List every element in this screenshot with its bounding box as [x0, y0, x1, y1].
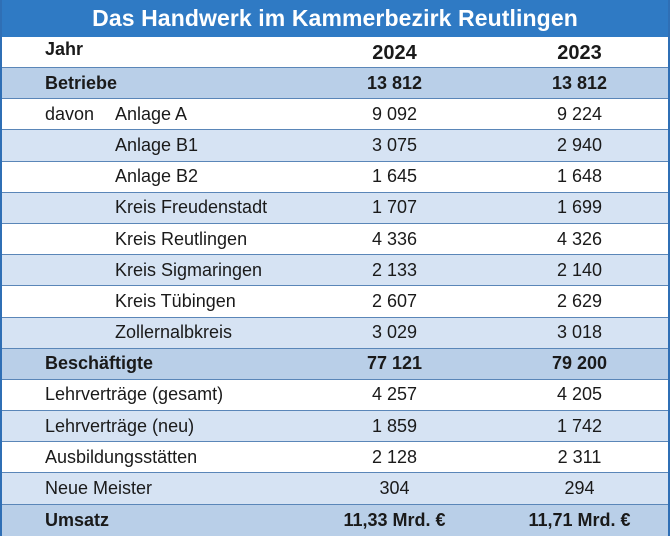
row-label: Kreis Sigmaringen	[115, 259, 263, 280]
table-row-lehrvertraege-neu: Lehrverträge (neu) 1 859 1 742	[2, 411, 668, 443]
value-2023: 294	[564, 478, 595, 499]
row-label: Lehrverträge (gesamt)	[45, 384, 224, 405]
row-label: Kreis Reutlingen	[115, 228, 248, 249]
row-label: Beschäftigte	[45, 353, 154, 374]
value-2023: 3 018	[556, 322, 603, 343]
value-2023: 9 224	[556, 103, 603, 124]
value-2023: 79 200	[551, 353, 608, 374]
value-2023: 4 326	[556, 228, 603, 249]
value-2023: 13 812	[551, 72, 608, 93]
value-2023: 2 311	[557, 446, 602, 467]
row-label: Anlage B1	[115, 134, 199, 155]
row-label: Kreis Freudenstadt	[115, 197, 268, 218]
table-row-neue-meister: Neue Meister 304 294	[2, 473, 668, 505]
row-prefix: davon	[45, 103, 95, 124]
row-label: Ausbildungsstätten	[45, 446, 198, 467]
value-2024: 3 029	[371, 322, 418, 343]
value-2024: 1 645	[371, 166, 418, 187]
header-row: Jahr 2024 2023	[2, 37, 668, 68]
row-label: Lehrverträge (neu)	[45, 415, 195, 436]
value-2024: 11,33 Mrd. €	[343, 509, 446, 530]
table-row-anlage-b1: Anlage B1 3 075 2 940	[2, 130, 668, 162]
value-2023: 1 648	[556, 166, 603, 187]
table-row-lehrvertraege-gesamt: Lehrverträge (gesamt) 4 257 4 205	[2, 380, 668, 412]
value-2024: 13 812	[366, 72, 423, 93]
value-2024: 304	[379, 478, 410, 499]
value-2024: 2 133	[371, 259, 418, 280]
value-2024: 2 128	[371, 446, 418, 467]
value-2024: 2 607	[371, 290, 418, 311]
value-2023: 1 742	[556, 415, 603, 436]
table-title: Das Handwerk im Kammerbezirk Reutlingen	[2, 0, 668, 37]
year-header-label: Jahr	[45, 39, 84, 59]
value-2024: 77 121	[366, 353, 423, 374]
year-2024-header: 2024	[372, 42, 417, 64]
table-row-anlage-a: davon Anlage A 9 092 9 224	[2, 99, 668, 131]
row-label: Anlage A	[115, 103, 188, 124]
year-2023-header: 2023	[557, 42, 602, 64]
table-row-anlage-b2: Anlage B2 1 645 1 648	[2, 162, 668, 193]
row-label: Anlage B2	[115, 166, 199, 187]
value-2024: 3 075	[371, 134, 418, 155]
table-row-betriebe: Betriebe 13 812 13 812	[2, 68, 668, 100]
row-label: Betriebe	[45, 72, 118, 93]
value-2023: 1 699	[556, 197, 603, 218]
row-label: Kreis Tübingen	[115, 290, 236, 311]
row-label: Neue Meister	[45, 478, 153, 499]
table-row-beschaeftigte: Beschäftigte 77 121 79 200	[2, 348, 668, 380]
value-2023: 4 205	[556, 384, 603, 405]
table-row-umsatz: Umsatz 11,33 Mrd. € 11,71 Mrd. €	[2, 504, 668, 536]
table-row-zollernalbkreis: Zollernalbkreis 3 029 3 018	[2, 317, 668, 349]
table-row-ausbildungsstaetten: Ausbildungsstätten 2 128 2 311	[2, 442, 668, 474]
value-2023: 2 140	[556, 259, 603, 280]
value-2024: 1 707	[371, 197, 418, 218]
row-label: Zollernalbkreis	[115, 322, 233, 343]
value-2023: 2 940	[556, 134, 603, 155]
row-label: Umsatz	[45, 509, 110, 530]
value-2023: 11,71 Mrd. €	[528, 509, 631, 530]
value-2024: 4 336	[371, 228, 418, 249]
value-2024: 4 257	[371, 384, 418, 405]
value-2023: 2 629	[556, 290, 603, 311]
table-row-kreis-freudenstadt: Kreis Freudenstadt 1 707 1 699	[2, 192, 668, 224]
value-2024: 9 092	[371, 103, 418, 124]
value-2024: 1 859	[371, 415, 418, 436]
table-row-kreis-sigmaringen: Kreis Sigmaringen 2 133 2 140	[2, 255, 668, 287]
table-row-kreis-reutlingen: Kreis Reutlingen 4 336 4 326	[2, 224, 668, 256]
table-row-kreis-tuebingen: Kreis Tübingen 2 607 2 629	[2, 286, 668, 318]
